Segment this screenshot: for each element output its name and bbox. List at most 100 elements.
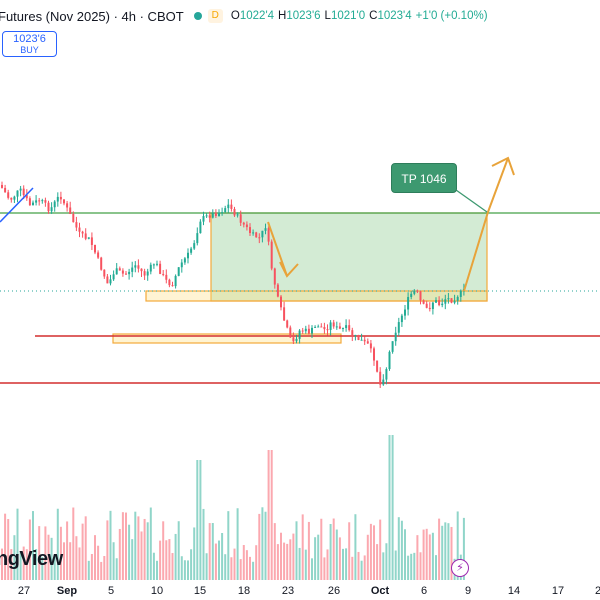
drawings-layer xyxy=(0,156,515,292)
candle-body xyxy=(273,268,276,285)
volume-bar xyxy=(87,560,90,580)
candle-body xyxy=(357,334,360,340)
down-arrow xyxy=(267,221,288,277)
volume-bar xyxy=(416,535,419,580)
candle-body xyxy=(7,192,10,198)
volume-bar xyxy=(196,460,199,580)
candle-body xyxy=(450,298,453,303)
candle-body xyxy=(326,329,329,331)
candle-body xyxy=(100,257,103,270)
candle-body xyxy=(128,271,131,275)
candle-body xyxy=(261,230,264,238)
delayed-data-badge[interactable]: D xyxy=(207,9,223,23)
target-zone xyxy=(210,212,488,302)
volume-layer xyxy=(1,435,465,580)
volume-bar xyxy=(137,516,140,580)
candle-body xyxy=(382,379,385,385)
volume-bar xyxy=(307,521,310,580)
volume-bar xyxy=(32,511,34,580)
candle-body xyxy=(335,326,338,328)
candle-body xyxy=(211,212,214,218)
x-tick-label: 17 xyxy=(552,585,564,597)
volume-bar xyxy=(404,529,406,580)
candle-body xyxy=(342,328,344,330)
candle-body xyxy=(255,232,258,238)
volume-bar xyxy=(165,540,168,580)
volume-bar xyxy=(180,556,183,580)
candle-body xyxy=(63,199,65,204)
candle-body xyxy=(59,196,62,200)
candle-body xyxy=(227,204,230,209)
candle-body xyxy=(252,232,255,234)
candle-body xyxy=(407,297,410,310)
volume-bar xyxy=(373,525,375,580)
candle-body xyxy=(109,279,112,284)
x-tick-label: 15 xyxy=(194,585,206,597)
candle-body xyxy=(304,328,307,332)
volume-bar xyxy=(202,508,205,580)
candle-body xyxy=(280,296,282,308)
candle-body xyxy=(196,233,199,244)
candle-body xyxy=(187,252,189,259)
candle-body xyxy=(32,202,34,206)
volume-bar xyxy=(19,551,22,580)
volume-bar xyxy=(103,556,106,580)
candle-body xyxy=(338,326,341,329)
volume-bar xyxy=(90,553,93,580)
candle-body xyxy=(118,268,121,271)
volume-bar xyxy=(35,549,38,580)
candle-body xyxy=(41,200,44,202)
candle-body xyxy=(444,299,447,304)
zones-layer xyxy=(112,212,488,344)
candle-body xyxy=(87,237,90,239)
volume-bar xyxy=(28,519,31,580)
candle-body xyxy=(183,258,186,263)
volume-bar xyxy=(338,537,341,580)
candle-body xyxy=(156,263,158,265)
volume-bar xyxy=(115,558,118,580)
candle-body xyxy=(289,327,292,338)
volume-bar xyxy=(227,511,230,580)
candle-body xyxy=(267,228,270,242)
tp-label[interactable]: TP 1046 xyxy=(391,163,457,193)
down-arrow-head xyxy=(279,261,299,278)
volume-bar xyxy=(332,518,335,580)
tradingview-logo[interactable]: ngView xyxy=(0,548,63,570)
candle-body xyxy=(329,322,332,330)
candle-body xyxy=(13,196,16,200)
candle-body xyxy=(10,197,13,200)
candle-body xyxy=(379,371,382,385)
candle-body xyxy=(4,187,7,193)
x-tick-label: 6 xyxy=(421,585,427,597)
candle-body xyxy=(168,279,171,286)
volume-bar xyxy=(174,533,177,580)
volume-bar xyxy=(16,508,19,580)
volume-bar xyxy=(342,548,344,580)
volume-bar xyxy=(335,529,338,580)
candle-body xyxy=(50,207,53,212)
symbol-title[interactable]: Futures (Nov 2025) · 4h · CBOT xyxy=(0,8,184,24)
volume-bar xyxy=(456,511,459,580)
volume-bar xyxy=(25,549,28,580)
candle-body xyxy=(435,300,437,303)
candle-body xyxy=(428,307,431,310)
volume-bar xyxy=(245,550,248,580)
volume-bar xyxy=(400,520,403,580)
volume-bar xyxy=(50,537,53,580)
volume-bar xyxy=(146,522,149,580)
x-axis: 27 Sep 5 10 15 18 23 26 Oct 6 9 14 17 2 xyxy=(18,585,600,597)
lightning-bolt-icon[interactable]: ⚡ xyxy=(451,559,469,577)
buy-price: 1023'6 xyxy=(13,33,46,45)
candle-body xyxy=(283,307,286,321)
candle-body xyxy=(106,276,109,284)
volume-bar xyxy=(320,518,323,580)
candle-body xyxy=(137,265,140,269)
candle-body xyxy=(351,330,354,336)
volume-bar xyxy=(249,556,251,580)
candle-body xyxy=(56,196,59,202)
buy-button[interactable]: 1023'6 BUY xyxy=(2,31,57,57)
candle-body xyxy=(174,275,177,287)
volume-bar xyxy=(298,547,301,580)
volume-bar xyxy=(221,533,224,580)
